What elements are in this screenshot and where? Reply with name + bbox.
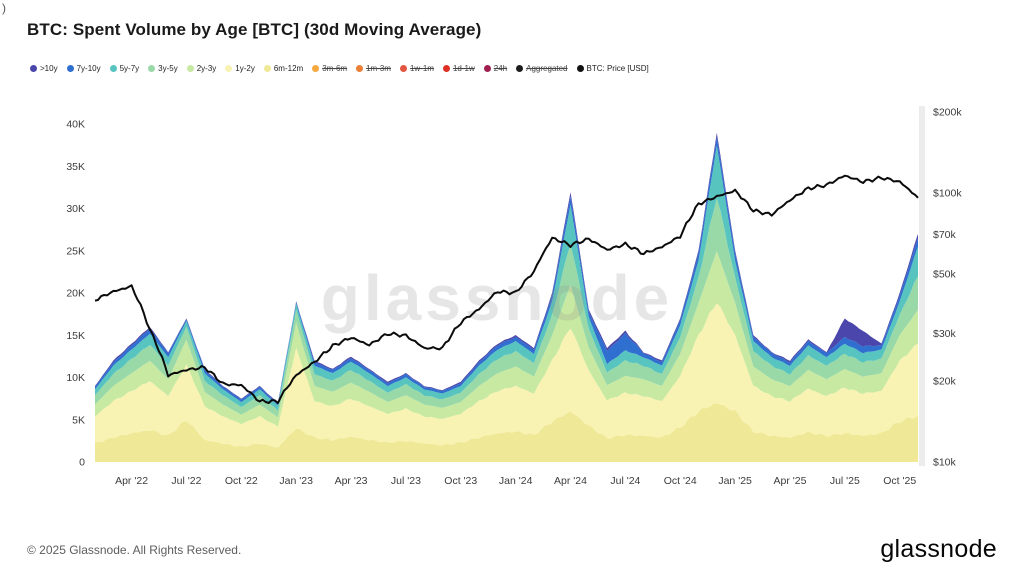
x-axis-tick: Jan '24: [499, 475, 533, 487]
legend-dot-icon: [30, 65, 37, 72]
legend-item-5y-7y[interactable]: 5y-7y: [109, 64, 140, 73]
left-axis-tick: 30K: [66, 203, 85, 215]
right-axis-tick: $50k: [933, 268, 957, 280]
x-axis-tick: Jul '24: [610, 475, 640, 487]
legend-dot-icon: [576, 65, 584, 72]
left-axis-tick: 35K: [66, 161, 85, 173]
chart-canvas: glassnode 0 5K 10K 15K 20K 25K 30K 35K 40K $10k $20…: [66, 106, 962, 487]
legend-item-1m-3m[interactable]: 1m-3m: [356, 64, 391, 73]
left-axis-tick: 5K: [72, 414, 85, 426]
legend-item-24h[interactable]: 24h: [483, 64, 508, 73]
right-axis-tick: $20k: [933, 376, 957, 388]
legend-dot-icon: [516, 65, 524, 72]
legend-item-btc-price-usd[interactable]: BTC: Price [USD]: [576, 64, 649, 73]
legend-dot-icon: [109, 65, 117, 72]
right-axis-tick: $30k: [933, 328, 957, 340]
area-series-3y-5y: [95, 198, 918, 418]
legend-item-3y-5y[interactable]: 3y-5y: [148, 64, 178, 73]
legend-item-7y-10y[interactable]: 7y-10y: [66, 64, 101, 73]
x-axis-tick: Jan '25: [718, 475, 752, 487]
legend-label: >10y: [40, 64, 58, 73]
legend-item-1w-1m[interactable]: 1w-1m: [399, 64, 434, 73]
x-axis-tick: Apr '24: [554, 475, 587, 487]
x-axis-tick: Oct '23: [444, 475, 477, 487]
x-axis-tick: Jul '25: [830, 475, 860, 487]
left-axis-tick: 15K: [66, 330, 85, 342]
x-axis-tick: Apr '22: [115, 475, 148, 487]
legend-label: 3m-6m: [322, 64, 348, 73]
legend-dot-icon: [483, 65, 491, 72]
legend-dot-icon: [399, 65, 407, 72]
legend-item-6m-12m[interactable]: 6m-12m: [263, 64, 304, 73]
copyright-text: © 2025 Glassnode. All Rights Reserved.: [27, 542, 242, 557]
x-axis-tick: Oct '25: [883, 475, 916, 487]
legend-item-aggregated[interactable]: Aggregated: [516, 64, 568, 73]
glassnode-logo: glassnode: [880, 535, 997, 563]
legend-dot-icon: [442, 65, 450, 72]
right-axis-tick: $70k: [933, 229, 957, 241]
area-series-2y-3y: [95, 250, 918, 427]
legend-label: 6m-12m: [273, 64, 304, 73]
area-series-6m-12m: [95, 403, 918, 462]
page-title: BTC: Spent Volume by Age [BTC] (30d Movi…: [27, 20, 482, 39]
legend-label: 7y-10y: [76, 64, 101, 73]
legend-label: 5y-7y: [119, 64, 140, 73]
left-axis-tick: 25K: [66, 245, 85, 257]
watermark: glassnode: [321, 262, 674, 334]
legend-label: BTC: Price [USD]: [586, 64, 649, 73]
right-axis-tick: $200k: [933, 107, 962, 119]
legend-label: 1m-3m: [366, 64, 391, 73]
legend-dot-icon: [186, 65, 194, 72]
footer: © 2025 Glassnode. All Rights Reserved. g…: [27, 535, 997, 564]
area-series-1y-2y: [95, 303, 918, 448]
legend-label: 3y-5y: [158, 64, 178, 73]
right-axis-tick: $10k: [933, 457, 957, 469]
legend-item-1y-2y[interactable]: 1y-2y: [225, 64, 255, 73]
area-series-5y-7y: [95, 145, 918, 411]
legend-item-1d-1w[interactable]: 1d-1w: [442, 64, 475, 73]
legend-label: Aggregated: [526, 64, 568, 73]
left-axis-tick: 20K: [66, 288, 85, 300]
left-axis-tick: 10K: [66, 372, 85, 384]
price-line: [94, 174, 919, 404]
right-axis-strip: [919, 106, 925, 466]
x-axis-tick: Oct '24: [664, 475, 697, 487]
legend-label: 1d-1w: [452, 64, 475, 73]
legend: >10y 7y-10y 5y-7y 3y-5y 2y-3y 1y-2y 6m-12m 3m-6…: [30, 64, 649, 73]
legend-item-3m-6m[interactable]: 3m-6m: [312, 64, 347, 73]
legend-dot-icon: [312, 65, 320, 72]
legend-label: 1w-1m: [409, 64, 434, 73]
legend-dot-icon: [148, 65, 156, 72]
left-axis-tick: 0: [79, 457, 85, 469]
x-axis-tick: Apr '23: [335, 475, 368, 487]
x-axis-tick: Jul '23: [391, 475, 421, 487]
legend-dot-icon: [66, 65, 74, 72]
right-axis-tick: $100k: [933, 187, 962, 199]
legend-item-10y[interactable]: >10y: [30, 64, 58, 73]
x-axis-tick: Oct '22: [225, 475, 258, 487]
left-axis-tick: 40K: [66, 119, 85, 131]
x-axis-tick: Jul '22: [171, 475, 201, 487]
corner-artifact: ): [2, 1, 6, 15]
x-axis-tick: Apr '25: [774, 475, 807, 487]
legend-label: 24h: [493, 64, 508, 73]
legend-label: 1y-2y: [235, 64, 255, 73]
legend-label: 2y-3y: [196, 64, 217, 73]
legend-item-2y-3y[interactable]: 2y-3y: [186, 64, 217, 73]
legend-dot-icon: [225, 65, 233, 72]
legend-dot-icon: [356, 65, 364, 72]
legend-dot-icon: [263, 65, 271, 72]
x-axis-tick: Jan '23: [279, 475, 313, 487]
